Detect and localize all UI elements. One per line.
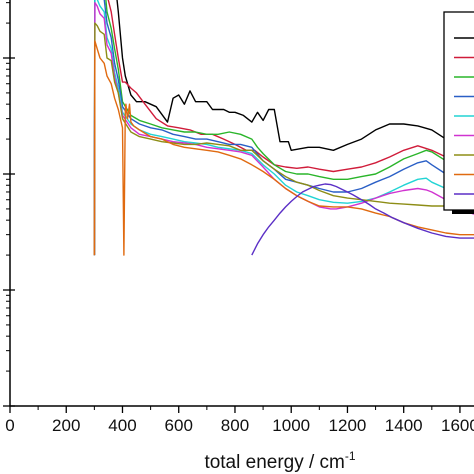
legend-box <box>443 11 474 211</box>
series-line-6 <box>93 2 474 256</box>
series-line-9 <box>251 183 474 256</box>
series-line-2 <box>93 0 474 256</box>
x-axis: 0 200 400 600 800 1000 1200 1400 1600 <box>5 405 474 435</box>
x-tick-label: 1000 <box>272 416 310 435</box>
x-tick-label: 1400 <box>385 416 423 435</box>
x-axis-title-superscript: -1 <box>345 449 356 463</box>
x-tick-label: 400 <box>108 416 136 435</box>
series-line-4 <box>93 0 474 256</box>
y-axis <box>3 0 15 407</box>
legend-shadow <box>452 210 474 214</box>
series-line-7 <box>93 22 474 256</box>
x-tick-label: 800 <box>221 416 249 435</box>
legend <box>443 11 474 214</box>
x-axis-title-main: total energy / cm <box>204 452 344 473</box>
x-axis-title: total energy / cm-1 <box>204 449 355 473</box>
series-line-8 <box>93 40 474 256</box>
x-tick-label: 1600 <box>441 416 474 435</box>
x-tick-label: 1200 <box>329 416 367 435</box>
x-tick-label: 600 <box>165 416 193 435</box>
plot-area <box>93 0 474 256</box>
series-line-1 <box>93 0 474 256</box>
x-tick-label: 200 <box>52 416 80 435</box>
series-group <box>93 0 474 256</box>
x-tick-label: 0 <box>5 416 14 435</box>
series-line-3 <box>93 0 474 256</box>
